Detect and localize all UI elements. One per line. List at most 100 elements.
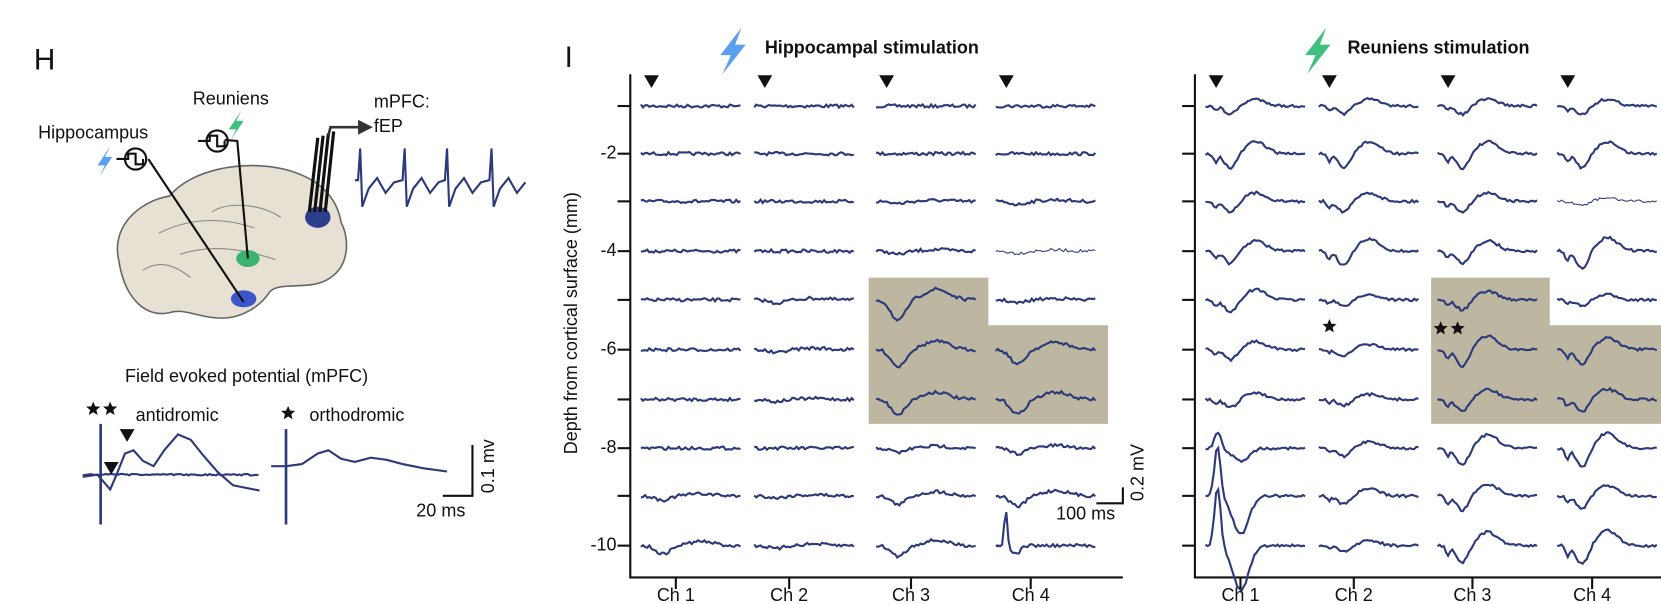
x-tick-label: Ch 1: [657, 585, 695, 604]
trace: [1318, 392, 1419, 408]
stim-marker: [1440, 75, 1456, 89]
stim-marker: [757, 75, 773, 89]
trace: [1556, 197, 1657, 207]
trace: [875, 389, 976, 416]
brain-folds: [142, 204, 282, 279]
trace: [995, 488, 1096, 509]
trace: [640, 491, 741, 503]
trace: [82, 472, 259, 477]
trace: [640, 445, 741, 451]
panel-title: Reuniens stimulation: [1347, 38, 1529, 58]
trace: [995, 296, 1096, 305]
trace: [1556, 335, 1658, 366]
trace: [640, 346, 742, 353]
trace: [995, 103, 1096, 109]
scale-bar: [442, 445, 474, 497]
star: [1322, 318, 1337, 333]
x-tick-label: Ch 4: [1573, 585, 1611, 604]
trace: [1205, 238, 1306, 266]
stim-marker: [644, 75, 659, 89]
star: [281, 405, 296, 420]
trace: [995, 247, 1096, 256]
arrowhead: [358, 119, 373, 135]
trace: [1318, 97, 1419, 117]
trace: [1556, 140, 1658, 170]
trace: [1318, 293, 1420, 307]
y-tick-label: -2: [601, 142, 617, 162]
trace: [995, 150, 1097, 157]
trace: [1318, 236, 1419, 266]
trace: [754, 445, 854, 452]
trace: [875, 338, 976, 369]
trace: [1205, 190, 1306, 214]
trace: [1205, 339, 1306, 363]
y-tick-label: -8: [601, 437, 617, 457]
trace: [354, 148, 527, 208]
x-tick-label: Ch 1: [1221, 585, 1259, 604]
trace: [1437, 334, 1538, 368]
star: [86, 401, 101, 416]
bolt-reuniens: [1305, 27, 1331, 75]
stim-marker: [1322, 75, 1337, 89]
label-antidromic: antidromic: [136, 405, 219, 425]
x-tick-label: Ch 2: [770, 585, 808, 604]
trace: [1436, 190, 1538, 214]
trace: [1204, 140, 1306, 170]
trace: [1318, 487, 1419, 506]
trace: [875, 537, 976, 560]
trace: [1204, 391, 1306, 409]
trace: [640, 198, 742, 204]
trace: [753, 492, 855, 501]
x-tick-label: Ch 4: [1012, 585, 1050, 604]
trace: [271, 449, 448, 473]
trace: [1437, 289, 1538, 312]
bolt-hippocampal: [720, 27, 746, 75]
trace: [1556, 97, 1658, 116]
x-tick-label: Ch 2: [1335, 585, 1373, 604]
trace: [1437, 139, 1538, 171]
scale-y-label: 0.1 mv: [478, 439, 498, 493]
trace: [875, 198, 976, 205]
trace: [82, 433, 260, 492]
trace: [1556, 484, 1657, 510]
mpfc-site: [305, 206, 331, 228]
trace: [1437, 387, 1538, 412]
trace: [875, 443, 976, 455]
trace: [1437, 432, 1538, 466]
stim-marker: [1560, 75, 1576, 89]
label-hippocampus: Hippocampus: [38, 122, 148, 142]
stim-marker: [998, 75, 1014, 89]
stim-wires: [147, 138, 249, 303]
trace: [640, 248, 741, 254]
trace: [640, 396, 741, 403]
trace: [995, 197, 1096, 207]
trace: [875, 489, 977, 507]
trace: [1556, 292, 1657, 308]
trace: [875, 150, 977, 157]
trace: [995, 511, 1096, 555]
label-reuniens: Reuniens: [193, 88, 269, 108]
trace: [1204, 486, 1306, 593]
trace: [1318, 342, 1419, 358]
trace: [753, 541, 855, 552]
stim-marker: [119, 429, 135, 442]
trace: [640, 296, 741, 303]
trace: [995, 340, 1097, 366]
trace: [876, 102, 977, 110]
trace: [1436, 97, 1538, 117]
trace: [1318, 140, 1419, 170]
panel-title: Hippocampal stimulation: [765, 38, 979, 58]
x-tick-label: Ch 3: [1453, 585, 1491, 604]
trace: [640, 103, 741, 110]
trace: [754, 345, 855, 355]
trace: [1557, 431, 1657, 468]
trace: [1318, 439, 1419, 459]
stim-marker: [1208, 75, 1224, 89]
trace: [1205, 445, 1306, 535]
trace: [754, 295, 854, 306]
scale-y-label: 0.2 mV: [1128, 444, 1148, 501]
trace: [753, 395, 855, 405]
trace: [753, 103, 855, 110]
stimulator: [116, 129, 229, 171]
